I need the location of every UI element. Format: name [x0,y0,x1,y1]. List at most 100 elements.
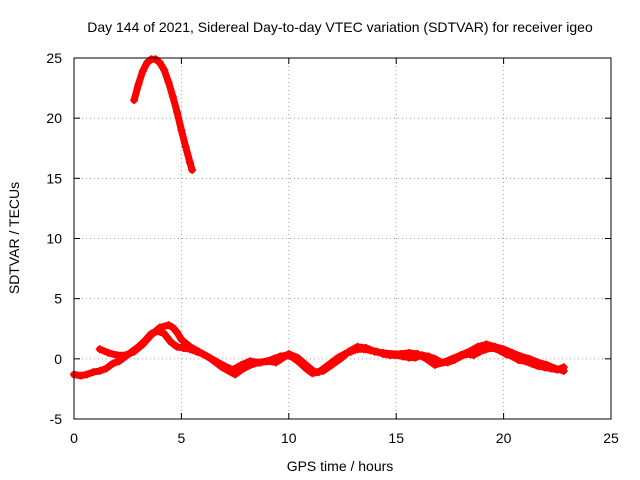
data-point [173,108,182,117]
data-point [164,321,173,330]
data-point [160,329,169,338]
data-point [301,360,310,369]
y-tick-label: 5 [54,291,62,307]
data-point [405,348,414,357]
data-point [508,348,517,357]
data-point [310,368,319,377]
series-segment-c [95,321,568,377]
data-point [379,348,388,357]
data-point [362,344,371,353]
data-point [130,347,139,356]
data-point [293,353,302,362]
data-point [533,358,542,367]
x-tick-label: 10 [281,430,297,446]
data-point [173,328,182,337]
data-point [344,347,353,356]
data-point [387,350,396,359]
data-point [138,67,147,76]
ticks-layer: 0 5 10 15 20 25 -5 0 5 10 15 20 25 [46,50,619,446]
data-point [155,323,164,332]
data-point [138,340,147,349]
data-point [413,350,422,359]
data-point [473,342,482,351]
data-point [422,354,431,363]
data-point [439,358,448,367]
data-point [220,362,229,371]
data-point [551,364,560,373]
data-point [155,58,164,67]
data-point [284,350,293,359]
series-segment-a [130,55,197,174]
data-point [254,358,263,367]
x-axis-label: GPS time / hours [287,458,394,474]
data-point [319,366,328,375]
data-point [89,368,98,377]
x-tick-label: 25 [603,430,619,446]
data-point [134,80,143,89]
data-point [263,357,272,366]
y-tick-label: 15 [46,170,62,186]
data-point [542,360,551,369]
data-point [491,342,500,351]
data-point [499,345,508,354]
data-point [228,365,237,374]
data-point [396,350,405,359]
data-point [430,360,439,369]
data-point [160,66,169,75]
y-tick-label: 20 [46,110,62,126]
data-point [143,58,152,67]
data-point [173,342,182,351]
data-point [95,366,104,375]
data-point [482,340,491,349]
data-point [327,360,336,369]
data-point [130,96,139,105]
data-point [164,78,173,87]
data-point [147,330,156,339]
series-line [130,55,196,174]
data-point [188,165,197,174]
y-tick-label: 10 [46,231,62,247]
data-point [168,92,177,101]
data-point [336,354,345,363]
data-point [456,351,465,360]
data-point [76,371,85,380]
y-tick-label: -5 [50,411,63,427]
data-point [166,337,175,346]
data-point [104,348,113,357]
data-point [185,342,194,351]
data-point [194,347,203,356]
chart-title: Day 144 of 2021, Sidereal Day-to-day VTE… [87,19,593,35]
data-point [177,335,186,344]
data-point [271,358,280,367]
data-point [112,351,121,360]
data-point [177,126,186,135]
y-tick-label: 0 [54,351,62,367]
data-point [168,323,177,332]
data-point [246,357,255,366]
data-point [108,359,117,368]
data-layer [70,55,568,380]
data-point [525,354,534,363]
data-point [237,360,246,369]
data-point [82,370,91,379]
data-point [465,347,474,356]
data-point [559,366,568,375]
data-point [181,143,190,152]
x-tick-label: 20 [496,430,512,446]
y-tick-label: 25 [46,50,62,66]
data-point [121,351,130,360]
data-point [151,55,160,64]
data-point [203,352,212,361]
data-point [516,352,525,361]
data-point [211,357,220,366]
data-point [185,158,194,167]
x-tick-label: 15 [388,430,404,446]
x-tick-label: 5 [178,430,186,446]
x-tick-label: 0 [70,430,78,446]
y-axis-label: SDTVAR / TECUs [6,182,22,294]
data-point [102,364,111,373]
data-point [370,347,379,356]
data-point [448,354,457,363]
data-point [95,345,104,354]
